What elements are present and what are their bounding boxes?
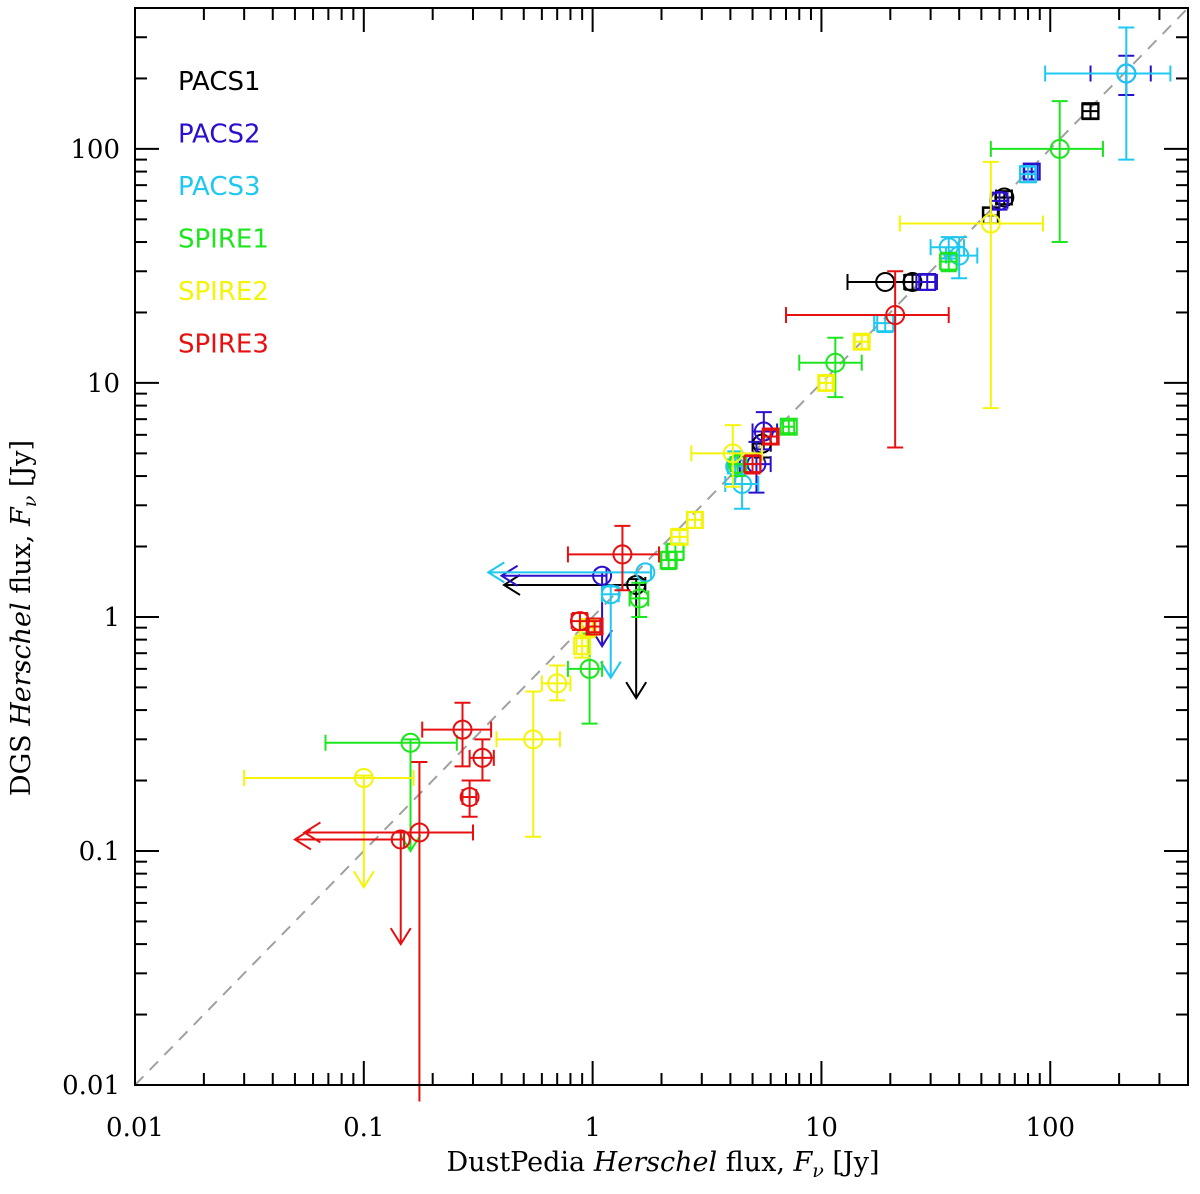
square-marker	[670, 527, 689, 546]
y-tick-label: 1	[103, 603, 120, 633]
square-marker	[1022, 162, 1041, 181]
circle-marker	[579, 658, 600, 679]
legend-entry-spire1: SPIRE1	[178, 225, 269, 255]
square-marker	[817, 373, 836, 392]
y-axis-label-symbol: F	[6, 506, 37, 527]
y-axis-label-group: DGS Herschel flux, Fν [Jy]	[6, 440, 41, 796]
data-markers	[243, 26, 1172, 1102]
plot-frame	[134, 7, 1189, 1086]
circle-marker	[980, 213, 1001, 234]
circle-marker	[472, 747, 493, 768]
circle-marker	[400, 732, 421, 753]
y-axis-label-unit: [Jy]	[6, 440, 37, 496]
square-marker	[685, 510, 704, 529]
square-marker	[659, 551, 678, 570]
square-marker	[939, 252, 958, 271]
legend-entry-pacs2: PACS2	[178, 120, 261, 150]
x-upper-limit-arrow	[486, 561, 505, 584]
x-axis-label-unit: [Jy]	[824, 1147, 880, 1178]
circle-marker	[629, 588, 650, 609]
square-marker	[779, 417, 798, 436]
y-axis-label-post: flux,	[6, 526, 37, 602]
legend-entry-pacs1: PACS1	[178, 67, 261, 97]
series-spire1	[324, 100, 1104, 853]
circle-marker	[1049, 138, 1070, 159]
axis-ticks: 0.01 0.1 1 10 100 0.01 0.1 1 10 100	[62, 7, 1189, 1143]
circle-marker	[612, 544, 633, 565]
x-axis-label-italic: Herschel	[593, 1147, 717, 1178]
x-tick-label: 1	[584, 1113, 601, 1143]
square-marker	[1081, 102, 1100, 121]
circle-marker	[994, 187, 1015, 208]
circle-marker	[600, 584, 621, 605]
x-upper-limit-arrow	[499, 564, 519, 587]
series-spire2	[243, 160, 1045, 890]
circle-marker	[569, 611, 590, 632]
x-axis-label-symbol: F	[793, 1147, 814, 1178]
series-spire3	[293, 270, 950, 1102]
circle-marker	[547, 673, 568, 694]
circle-marker	[885, 305, 906, 326]
circle-marker	[825, 352, 846, 373]
legend-entry-spire2: SPIRE2	[178, 277, 269, 307]
circle-marker	[592, 565, 613, 586]
y-axis-label-italic: Herschel	[6, 602, 37, 726]
circle-marker	[523, 729, 544, 750]
y-tick-label: 100	[70, 135, 120, 165]
x-tick-label: 0.1	[343, 1113, 384, 1143]
y-upper-limit-arrow	[625, 681, 648, 700]
square-marker	[1019, 165, 1038, 184]
circle-marker	[949, 245, 970, 266]
y-tick-label: 0.01	[62, 1071, 120, 1101]
x-tick-label: 10	[805, 1113, 838, 1143]
y-upper-limit-arrow	[352, 870, 375, 890]
circle-marker	[635, 562, 656, 583]
circle-marker	[1116, 63, 1137, 84]
circle-marker	[459, 787, 480, 808]
series-pacs3	[486, 26, 1172, 680]
circle-marker	[722, 443, 743, 464]
x-upper-limit-arrow	[502, 574, 521, 596]
legend-entry-pacs3: PACS3	[178, 172, 261, 202]
circle-marker	[452, 719, 473, 740]
x-tick-label: 0.01	[106, 1113, 164, 1143]
x-axis-label-pre: DustPedia	[446, 1147, 593, 1178]
y-tick-label: 10	[87, 369, 120, 399]
legend-entry-spire3: SPIRE3	[178, 330, 269, 360]
square-marker	[573, 637, 592, 656]
x-axis-label-post: flux,	[717, 1147, 793, 1178]
y-axis-label-pre: DGS	[6, 726, 37, 796]
y-axis-label-sub: ν	[19, 495, 41, 507]
circle-marker	[409, 822, 430, 843]
x-axis-label: DustPedia Herschel flux, Fν [Jy]	[446, 1147, 879, 1182]
circle-marker	[353, 768, 374, 789]
y-axis-label: DGS Herschel flux, Fν [Jy]	[6, 440, 41, 796]
square-marker	[761, 427, 780, 446]
x-upper-limit-arrow	[293, 828, 312, 851]
y-tick-label: 0.1	[79, 837, 120, 867]
square-marker	[852, 332, 871, 351]
x-axis-label-sub: ν	[812, 1160, 824, 1182]
square-marker	[918, 272, 937, 291]
square-marker	[743, 455, 762, 474]
y-upper-limit-arrow	[599, 661, 622, 680]
x-tick-label: 100	[1025, 1113, 1075, 1143]
legend: PACS1 PACS2 PACS3 SPIRE1 SPIRE2 SPIRE3	[178, 67, 269, 360]
circle-marker	[390, 829, 411, 850]
y-upper-limit-arrow	[389, 927, 412, 946]
